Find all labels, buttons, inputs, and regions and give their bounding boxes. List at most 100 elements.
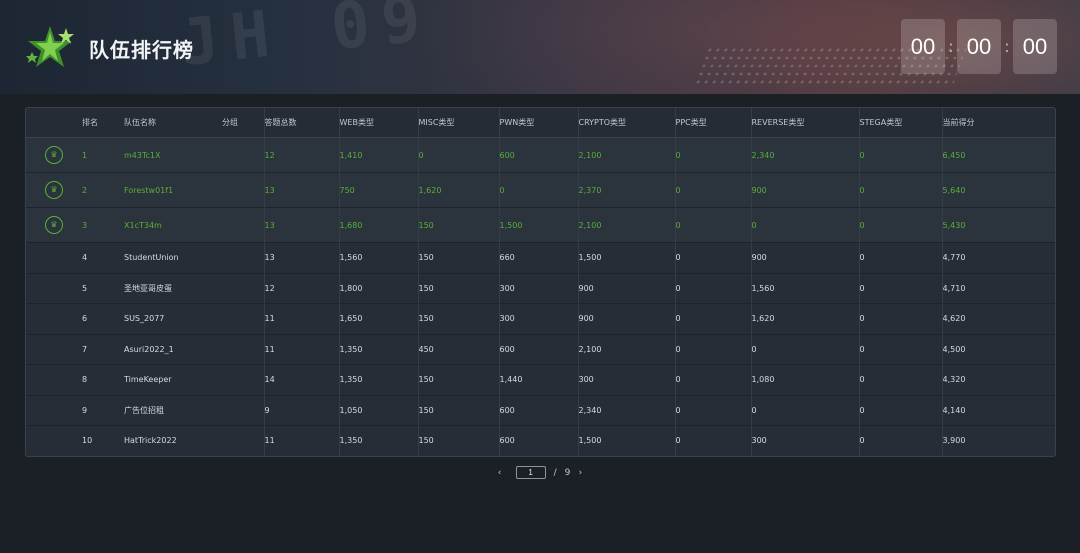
pwn-cell: 0 [498, 172, 578, 208]
reverse-cell: 1,560 [750, 272, 859, 304]
rank-icon-cell [26, 425, 82, 456]
total-cell: 13 [263, 207, 339, 243]
score-cell: 5,430 [941, 207, 1055, 243]
pagination: ‹ / 9 › [0, 466, 1080, 479]
misc-cell: 150 [417, 425, 499, 456]
rank-cell: 4 [82, 242, 124, 273]
team-name-cell: SUS_2077 [124, 303, 222, 334]
ppc-cell: 0 [674, 242, 751, 273]
crypto-cell: 300 [577, 364, 675, 395]
crypto-cell: 900 [577, 303, 675, 334]
column-header: PPC类型 [674, 108, 751, 138]
column-header: WEB类型 [338, 108, 418, 138]
reverse-cell: 0 [750, 207, 859, 243]
score-cell: 4,770 [941, 242, 1055, 273]
column-header: PWN类型 [498, 108, 578, 138]
group-cell [222, 425, 264, 456]
pwn-cell: 600 [498, 333, 578, 365]
web-cell: 1,410 [338, 137, 418, 173]
total-cell: 11 [263, 303, 339, 334]
table-row: 6 SUS_2077 11 1,650 150 300 900 0 1,620 0 4,620 [26, 303, 1055, 334]
total-cell: 9 [263, 394, 339, 426]
rank-cell: 5 [82, 272, 124, 304]
table-row: 4 StudentUnion 13 1,560 150 660 1,500 0 900 0 4,77… [26, 242, 1055, 273]
stega-cell: 0 [858, 207, 942, 243]
ranking-table-container: 排名 队伍名称 分组 答题总数 WEB类型 MISC类型 PWN类型 CRYPT… [25, 107, 1056, 457]
total-cell: 12 [263, 272, 339, 304]
web-cell: 1,650 [338, 303, 418, 334]
page-number-input[interactable] [515, 466, 546, 479]
trophy-icon: ♛ [45, 216, 63, 234]
reverse-cell: 300 [750, 425, 859, 456]
stega-cell: 0 [858, 303, 942, 334]
misc-cell: 150 [417, 303, 499, 334]
timer-hours: 00 [901, 19, 945, 74]
table-row: ♛ 2 Forestw01f1 13 750 1,620 0 2,370 0 900 0 5,640 [26, 172, 1055, 208]
team-name-cell: TimeKeeper [124, 364, 222, 395]
column-header: STEGA类型 [858, 108, 942, 138]
prev-page-button[interactable]: ‹ [497, 467, 502, 478]
group-cell [222, 207, 264, 243]
pwn-cell: 600 [498, 394, 578, 426]
team-name-cell: 圣地亚哥皮蛋 [124, 272, 222, 304]
crypto-cell: 2,370 [577, 172, 675, 208]
team-name-cell: X1cT34m [124, 207, 222, 243]
team-name-cell: m43Tc1X [124, 137, 222, 173]
column-header: 排名 [82, 108, 124, 138]
table-header-row: 排名 队伍名称 分组 答题总数 WEB类型 MISC类型 PWN类型 CRYPT… [26, 108, 1055, 138]
group-cell [222, 172, 264, 208]
misc-cell: 150 [417, 207, 499, 243]
column-header: 分组 [222, 108, 264, 138]
score-cell: 3,900 [941, 425, 1055, 456]
pwn-cell: 300 [498, 303, 578, 334]
pwn-cell: 600 [498, 425, 578, 456]
group-cell [222, 303, 264, 334]
ppc-cell: 0 [674, 172, 751, 208]
next-page-button[interactable]: › [578, 467, 583, 478]
misc-cell: 150 [417, 242, 499, 273]
rank-cell: 1 [82, 137, 124, 173]
group-cell [222, 242, 264, 273]
total-cell: 11 [263, 425, 339, 456]
group-cell [222, 272, 264, 304]
column-header: 答题总数 [263, 108, 339, 138]
rank-icon-cell [26, 242, 82, 273]
rank-cell: 10 [82, 425, 124, 456]
crypto-cell: 1,500 [577, 425, 675, 456]
table-row: 5 圣地亚哥皮蛋 12 1,800 150 300 900 0 1,560 0 4,710 [26, 272, 1055, 304]
total-cell: 12 [263, 137, 339, 173]
web-cell: 1,050 [338, 394, 418, 426]
group-cell [222, 394, 264, 426]
web-cell: 1,560 [338, 242, 418, 273]
rank-icon-cell [26, 394, 82, 426]
score-cell: 4,140 [941, 394, 1055, 426]
table-row: ♛ 1 m43Tc1X 12 1,410 0 600 2,100 0 2,340 0 6,450 [26, 137, 1055, 173]
column-header: 队伍名称 [124, 108, 222, 138]
total-cell: 11 [263, 333, 339, 365]
timer-separator: : [1004, 37, 1010, 56]
stega-cell: 0 [858, 394, 942, 426]
score-cell: 5,640 [941, 172, 1055, 208]
ranking-table-body: ♛ 1 m43Tc1X 12 1,410 0 600 2,100 0 2,340 0 6,450 ♛ 2 F… [26, 137, 1055, 456]
rank-icon-cell: ♛ [26, 172, 82, 208]
rank-icon-cell [26, 364, 82, 395]
ppc-cell: 0 [674, 394, 751, 426]
rank-icon-cell [26, 272, 82, 304]
reverse-cell: 1,080 [750, 364, 859, 395]
web-cell: 1,350 [338, 364, 418, 395]
crypto-cell: 2,100 [577, 207, 675, 243]
crypto-cell: 1,500 [577, 242, 675, 273]
total-cell: 13 [263, 242, 339, 273]
reverse-cell: 900 [750, 242, 859, 273]
web-cell: 1,350 [338, 425, 418, 456]
misc-cell: 0 [417, 137, 499, 173]
misc-cell: 450 [417, 333, 499, 365]
reverse-cell: 900 [750, 172, 859, 208]
ppc-cell: 0 [674, 303, 751, 334]
column-header: MISC类型 [417, 108, 499, 138]
timer-seconds: 00 [1013, 19, 1057, 74]
stega-cell: 0 [858, 137, 942, 173]
stega-cell: 0 [858, 172, 942, 208]
ranking-table: 排名 队伍名称 分组 答题总数 WEB类型 MISC类型 PWN类型 CRYPT… [26, 108, 1055, 456]
score-cell: 6,450 [941, 137, 1055, 173]
